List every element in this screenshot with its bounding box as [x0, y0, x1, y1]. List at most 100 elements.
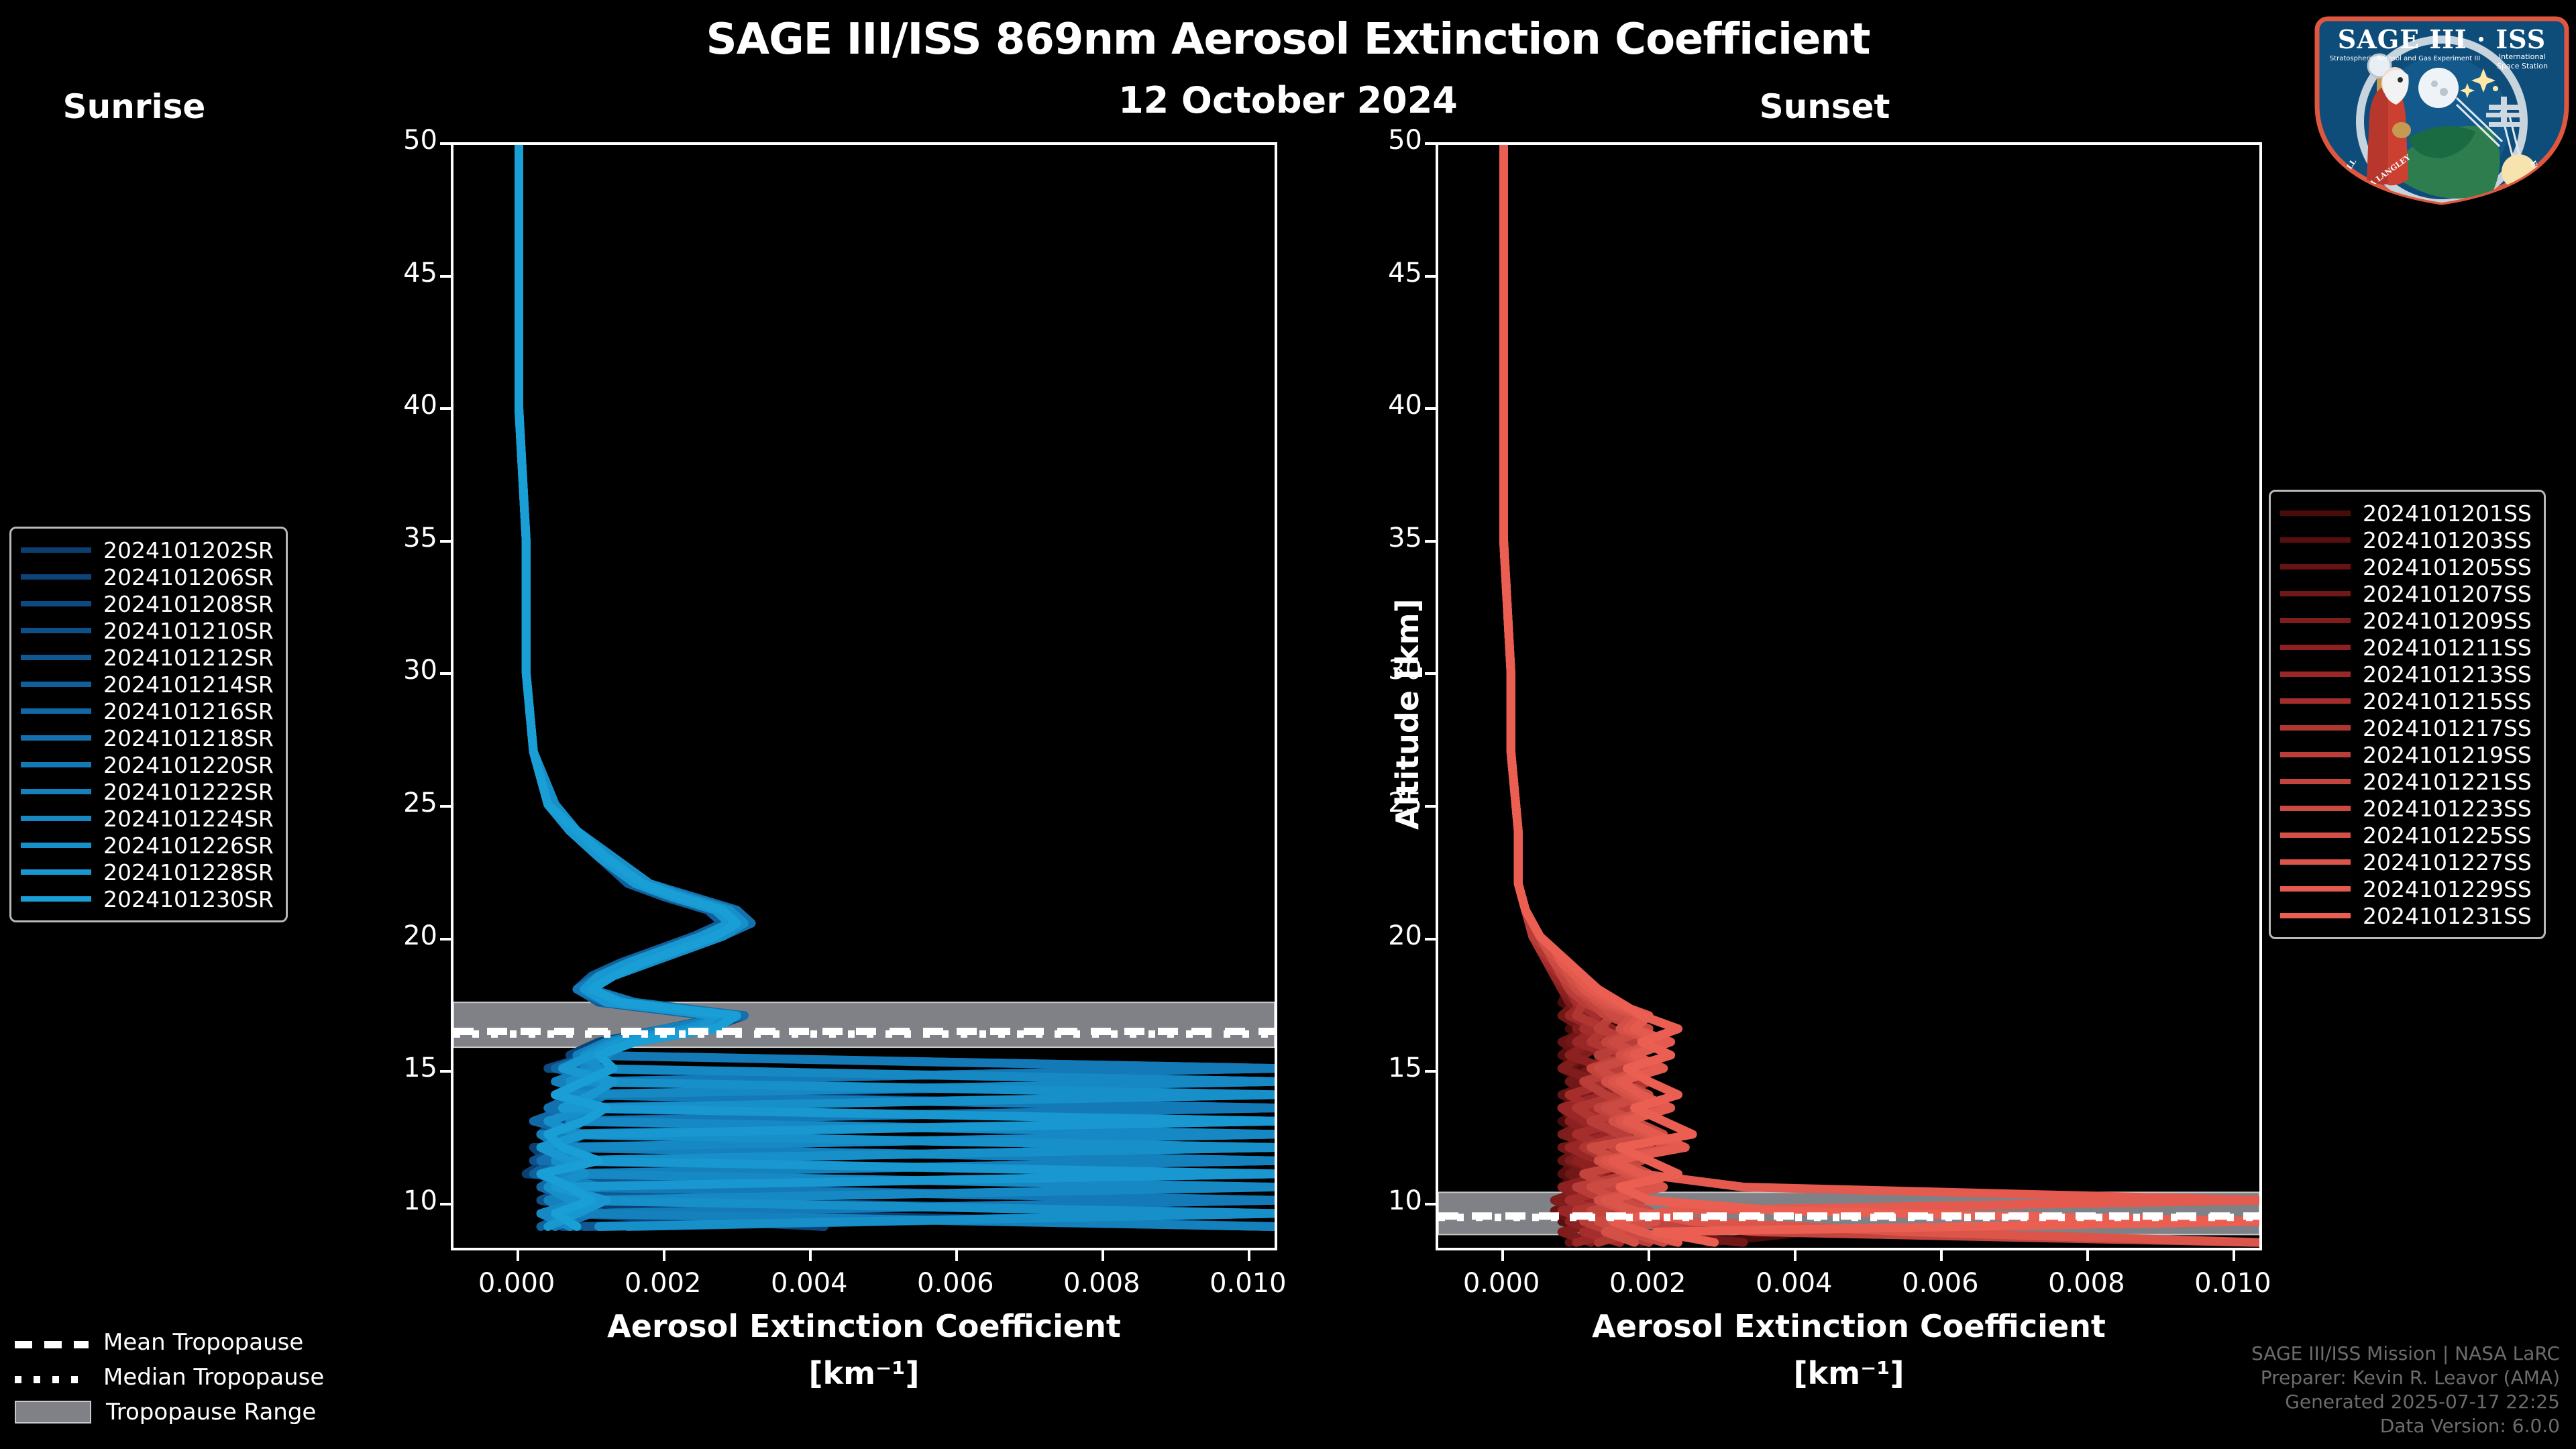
- legend-item[interactable]: 2024101218SR: [21, 724, 274, 751]
- legend-item[interactable]: 2024101227SS: [2280, 849, 2532, 875]
- y-tick-mark: [1425, 539, 1436, 543]
- legend-item[interactable]: 2024101208SR: [21, 590, 274, 617]
- legend-item[interactable]: 2024101205SS: [2280, 553, 2532, 580]
- y-tick-mark: [440, 274, 451, 278]
- x-tick-mark: [1102, 1250, 1105, 1261]
- x-tick-label: 0.006: [917, 1268, 994, 1299]
- legend-item[interactable]: 2024101203SS: [2280, 527, 2532, 553]
- legend-item[interactable]: 2024101215SS: [2280, 688, 2532, 714]
- x-axis-unit-sunset: [km⁻¹]: [1793, 1355, 1904, 1391]
- x-tick-mark: [955, 1250, 959, 1261]
- y-tick-mark: [1425, 142, 1436, 145]
- tropopause-legend-item[interactable]: Tropopause Range: [15, 1395, 324, 1430]
- y-tick-label: 45: [1388, 257, 1422, 288]
- y-tick-label: 45: [403, 257, 437, 288]
- legend-item[interactable]: 2024101225SS: [2280, 822, 2532, 849]
- legend-sunset[interactable]: 2024101201SS 2024101203SS 2024101205SS 2024…: [2269, 490, 2546, 939]
- legend-item[interactable]: 2024101214SR: [21, 671, 274, 698]
- legend-item-label: 2024101208SR: [103, 590, 274, 617]
- y-tick-mark: [440, 407, 451, 411]
- legend-color-swatch: [21, 816, 91, 821]
- x-tick-label: 0.004: [1755, 1268, 1833, 1299]
- legend-item-label: 2024101224SR: [103, 805, 274, 832]
- legend-color-swatch: [2280, 645, 2351, 650]
- x-tick-label: 0.002: [1609, 1268, 1686, 1299]
- legend-item-label: 2024101230SR: [103, 885, 274, 912]
- legend-item[interactable]: 2024101206SR: [21, 564, 274, 590]
- data-series-line: [515, 145, 1275, 1231]
- dotted-line-swatch: [15, 1376, 89, 1383]
- legend-item-label: 2024101218SR: [103, 724, 274, 751]
- legend-item[interactable]: 2024101223SS: [2280, 795, 2532, 822]
- data-series-line: [1499, 145, 1813, 1247]
- legend-item[interactable]: 2024101207SS: [2280, 580, 2532, 607]
- x-axis-label-sunset: Aerosol Extinction Coefficient: [1592, 1308, 2106, 1344]
- legend-item[interactable]: 2024101211SS: [2280, 634, 2532, 661]
- legend-color-swatch: [21, 789, 91, 794]
- x-axis-label-sunrise: Aerosol Extinction Coefficient: [607, 1308, 1121, 1344]
- legend-item[interactable]: 2024101219SS: [2280, 741, 2532, 768]
- legend-color-swatch: [2280, 833, 2351, 838]
- legend-item[interactable]: 2024101209SS: [2280, 607, 2532, 634]
- x-tick-mark: [517, 1250, 520, 1261]
- tropopause-legend-item[interactable]: Mean Tropopause: [15, 1325, 324, 1360]
- legend-item[interactable]: 2024101228SR: [21, 859, 274, 885]
- y-tick-label: 20: [1388, 920, 1422, 951]
- legend-item-label: 2024101207SS: [2363, 580, 2532, 607]
- legend-item[interactable]: 2024101201SS: [2280, 500, 2532, 527]
- x-tick-mark: [1501, 1250, 1505, 1261]
- x-tick-mark: [2086, 1250, 2090, 1261]
- legend-item[interactable]: 2024101216SR: [21, 698, 274, 724]
- legend-item[interactable]: 2024101213SS: [2280, 661, 2532, 688]
- legend-color-swatch: [21, 735, 91, 741]
- tropopause-legend-label: Median Tropopause: [103, 1364, 325, 1391]
- legend-tropopause[interactable]: Mean Tropopause Median Tropopause Tropopau…: [15, 1325, 324, 1430]
- legend-item[interactable]: 2024101229SS: [2280, 875, 2532, 902]
- credit-line: Generated 2025-07-17 22:25: [2285, 1391, 2560, 1413]
- x-tick-label: 0.006: [1902, 1268, 1979, 1299]
- panel-label-sunset: Sunset: [1759, 87, 1890, 126]
- y-tick-mark: [440, 539, 451, 543]
- x-tick-mark: [2233, 1250, 2236, 1261]
- x-tick-label: 0.004: [770, 1268, 848, 1299]
- legend-color-swatch: [2280, 564, 2351, 570]
- y-tick-label: 35: [403, 522, 437, 553]
- x-tick-label: 0.008: [1063, 1268, 1140, 1299]
- legend-item-label: 2024101231SS: [2363, 902, 2532, 929]
- y-tick-mark: [1425, 805, 1436, 808]
- x-tick-label: 0.002: [624, 1268, 702, 1299]
- plot-panel-sunrise: [451, 142, 1277, 1250]
- x-tick-label: 0.010: [2194, 1268, 2271, 1299]
- x-tick-label: 0.000: [478, 1268, 555, 1299]
- tropopause-legend-item[interactable]: Median Tropopause: [15, 1360, 324, 1395]
- legend-item[interactable]: 2024101231SS: [2280, 902, 2532, 929]
- data-series-line: [515, 145, 741, 1231]
- legend-item[interactable]: 2024101202SR: [21, 537, 274, 564]
- x-tick-mark: [809, 1250, 812, 1261]
- legend-color-swatch: [21, 574, 91, 580]
- svg-text:SAGE III · ISS: SAGE III · ISS: [2338, 24, 2546, 54]
- legend-color-swatch: [21, 896, 91, 902]
- tropopause-range-band: [453, 1002, 1275, 1049]
- legend-item[interactable]: 2024101217SS: [2280, 714, 2532, 741]
- legend-item-label: 2024101228SR: [103, 859, 274, 885]
- legend-item-label: 2024101209SS: [2363, 607, 2532, 634]
- legend-item[interactable]: 2024101210SR: [21, 617, 274, 644]
- legend-color-swatch: [2280, 672, 2351, 677]
- legend-item[interactable]: 2024101221SS: [2280, 768, 2532, 795]
- y-tick-mark: [440, 1202, 451, 1205]
- legend-item[interactable]: 2024101226SR: [21, 832, 274, 859]
- legend-sunrise[interactable]: 2024101202SR 2024101206SR 2024101208SR 2024…: [9, 527, 288, 922]
- legend-item[interactable]: 2024101224SR: [21, 805, 274, 832]
- legend-color-swatch: [21, 843, 91, 848]
- legend-item[interactable]: 2024101212SR: [21, 644, 274, 671]
- credit-line: Data Version: 6.0.0: [2379, 1415, 2560, 1437]
- legend-item[interactable]: 2024101230SR: [21, 885, 274, 912]
- legend-item[interactable]: 2024101222SR: [21, 778, 274, 805]
- legend-color-swatch: [21, 547, 91, 553]
- legend-item-label: 2024101212SR: [103, 644, 274, 671]
- legend-item[interactable]: 2024101220SR: [21, 751, 274, 778]
- x-tick-label: 0.000: [1462, 1268, 1540, 1299]
- legend-item-label: 2024101213SS: [2363, 661, 2532, 688]
- legend-color-swatch: [2280, 806, 2351, 811]
